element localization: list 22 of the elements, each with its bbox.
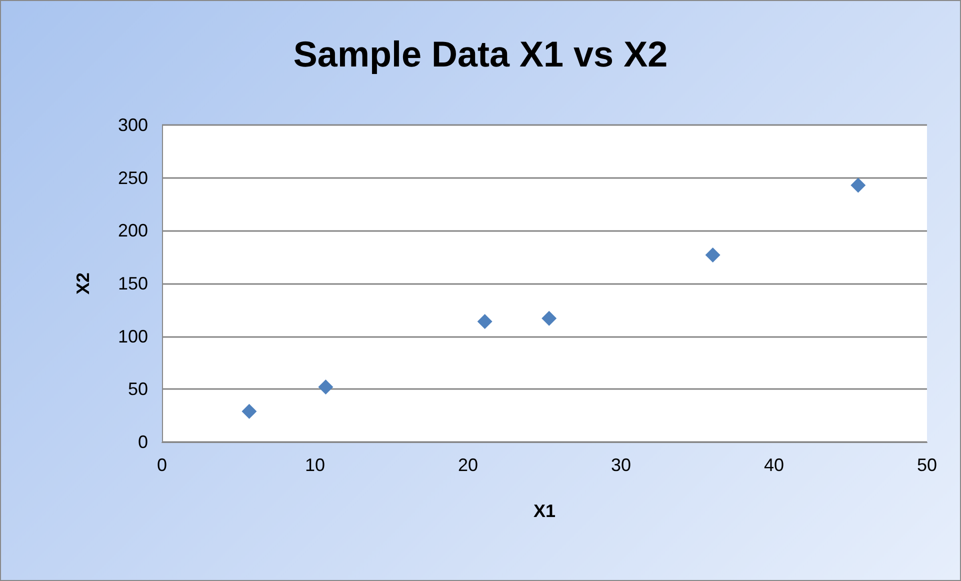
x-tick-label: 20	[458, 455, 478, 475]
x-tick-label: 50	[916, 455, 938, 475]
y-tick-label: 300	[118, 115, 148, 135]
y-tick-label: 250	[118, 168, 148, 188]
point	[705, 247, 720, 262]
point	[318, 380, 334, 395]
y-tick-label: 150	[118, 274, 148, 294]
point	[542, 310, 557, 326]
y-tick-label: 50	[128, 379, 148, 400]
x-axis-title: X1	[533, 501, 556, 521]
x-tick-label: 10	[304, 455, 326, 475]
y-tick-label: 200	[118, 220, 148, 241]
y-tick-label: 100	[118, 326, 148, 346]
point	[242, 404, 257, 419]
x-tick-label: 40	[764, 455, 784, 475]
y-axis-title: X2	[73, 272, 93, 295]
point	[477, 314, 492, 330]
x-tick-label: 30	[610, 455, 632, 475]
point	[850, 178, 866, 193]
y-tick-label: 0	[138, 432, 148, 452]
chart-title: Sample Data X1 vs X2	[293, 34, 668, 74]
x-tick-label: 0	[156, 455, 168, 475]
